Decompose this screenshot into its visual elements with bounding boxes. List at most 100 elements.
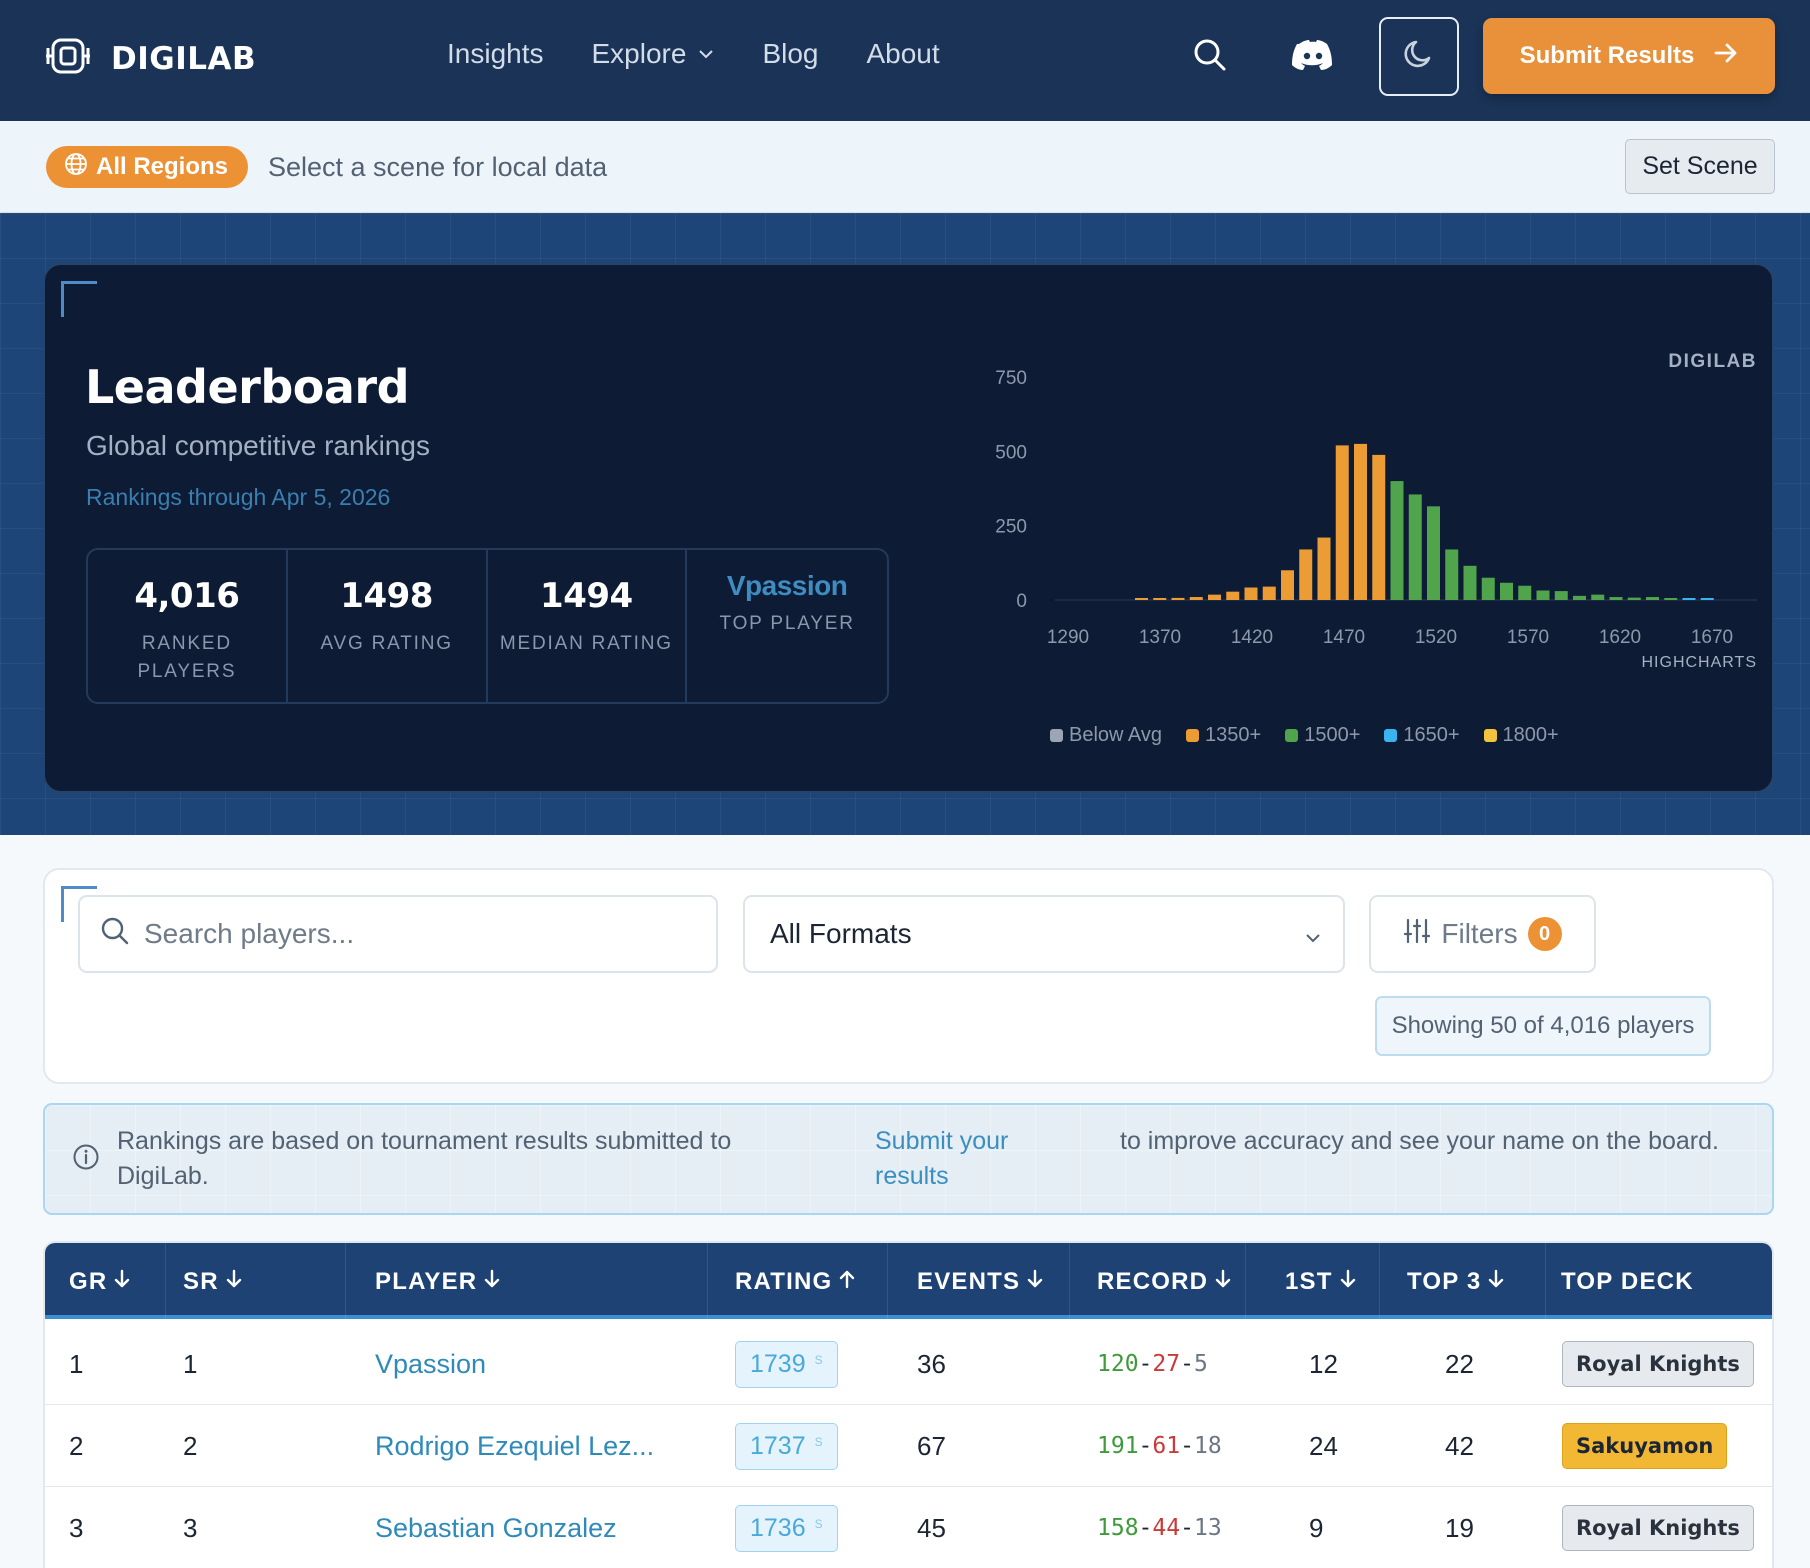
legend-item[interactable]: 1350+ bbox=[1186, 724, 1261, 747]
legend-item[interactable]: 1800+ bbox=[1483, 724, 1559, 747]
rating-suffix: S bbox=[814, 1517, 823, 1531]
arrow-down-icon bbox=[1340, 1268, 1356, 1296]
format-select[interactable]: All Formats bbox=[743, 895, 1345, 973]
legend-item[interactable]: Below Avg bbox=[1050, 724, 1162, 747]
top-player-link[interactable]: Vpassion bbox=[726, 570, 848, 601]
theme-toggle-button[interactable] bbox=[1379, 17, 1459, 96]
discord-icon[interactable] bbox=[1292, 38, 1334, 77]
submit-results-button[interactable]: Submit Results bbox=[1483, 18, 1775, 94]
deck-badge[interactable]: Sakuyamon bbox=[1562, 1423, 1728, 1469]
table-row[interactable]: 1 1 Vpassion 1739 S 36 120-27-5 12 22 Roy… bbox=[45, 1323, 1772, 1405]
histogram-bar[interactable] bbox=[1171, 597, 1185, 600]
histogram-bar[interactable] bbox=[1445, 549, 1459, 600]
logo[interactable]: DIGILAB bbox=[44, 34, 256, 83]
stat-value: 1498 bbox=[340, 576, 433, 616]
nav-about[interactable]: About bbox=[866, 38, 940, 69]
histogram-bar[interactable] bbox=[1317, 537, 1331, 600]
header-top3[interactable]: TOP 3 bbox=[1407, 1268, 1504, 1296]
header-record[interactable]: RECORD bbox=[1097, 1268, 1231, 1296]
header-sr[interactable]: SR bbox=[183, 1268, 242, 1296]
nav-insights[interactable]: Insights bbox=[447, 38, 544, 69]
player-search-input[interactable]: Search players... bbox=[78, 895, 718, 973]
table-row[interactable]: 3 3 Sebastian Gonzalez 1736 S 45 158-44-1… bbox=[45, 1487, 1772, 1568]
chart-credit[interactable]: HIGHCHARTS bbox=[1642, 654, 1758, 671]
deck-badge[interactable]: Royal Knights bbox=[1562, 1341, 1754, 1387]
histogram-bar[interactable] bbox=[1627, 597, 1641, 600]
record-losses: 61 bbox=[1152, 1433, 1181, 1459]
histogram-bar[interactable] bbox=[1646, 597, 1659, 600]
histogram-bar[interactable] bbox=[1664, 598, 1678, 600]
histogram-bar[interactable] bbox=[1390, 481, 1404, 600]
chart-brand-label: DIGILAB bbox=[1668, 351, 1757, 372]
filters-button[interactable]: Filters 0 bbox=[1369, 895, 1596, 973]
search-icon[interactable] bbox=[1193, 38, 1227, 77]
histogram-bar[interactable] bbox=[1500, 582, 1513, 600]
submit-results-link[interactable]: Submit your results bbox=[875, 1127, 1009, 1190]
cell-record: 158-44-13 bbox=[1097, 1515, 1222, 1541]
chevron-down-icon bbox=[1305, 918, 1321, 950]
cell-gr: 1 bbox=[69, 1348, 84, 1379]
region-label: All Regions bbox=[96, 153, 229, 180]
player-name-link[interactable]: Rodrigo Ezequiel Lez... bbox=[375, 1430, 655, 1461]
column-divider bbox=[1069, 1243, 1070, 1319]
histogram-bar[interactable] bbox=[1372, 454, 1386, 600]
chevron-down-icon bbox=[698, 49, 714, 59]
histogram-bar[interactable] bbox=[1299, 549, 1313, 600]
histogram-bar[interactable] bbox=[1153, 598, 1167, 600]
legend-item[interactable]: 1500+ bbox=[1285, 724, 1360, 747]
set-scene-button[interactable]: Set Scene bbox=[1625, 139, 1775, 194]
legend-item[interactable]: 1650+ bbox=[1384, 724, 1460, 747]
column-divider bbox=[1379, 1243, 1380, 1319]
player-name-link[interactable]: Sebastian Gonzalez bbox=[375, 1512, 617, 1543]
histogram-bar[interactable] bbox=[1591, 594, 1605, 600]
deck-badge[interactable]: Royal Knights bbox=[1562, 1505, 1754, 1551]
histogram-bar[interactable] bbox=[1335, 445, 1349, 600]
histogram-bar[interactable] bbox=[1427, 506, 1440, 600]
histogram-bar[interactable] bbox=[1682, 598, 1696, 600]
rating-value: 1739 bbox=[750, 1349, 806, 1378]
header-events[interactable]: EVENTS bbox=[917, 1268, 1043, 1296]
histogram-bar[interactable] bbox=[1281, 570, 1294, 600]
legend-label: Below Avg bbox=[1069, 724, 1163, 746]
histogram-bar[interactable] bbox=[1609, 597, 1623, 600]
nav-explore[interactable]: Explore bbox=[592, 38, 715, 70]
histogram-bar[interactable] bbox=[1208, 594, 1221, 600]
digilab-logo-icon bbox=[44, 34, 92, 83]
histogram-bar[interactable] bbox=[1244, 587, 1258, 600]
histogram-bar[interactable] bbox=[1481, 577, 1495, 600]
histogram-bar[interactable] bbox=[1226, 591, 1240, 600]
legend-swatch bbox=[1384, 729, 1398, 742]
histogram-bar[interactable] bbox=[1554, 591, 1568, 600]
header-first[interactable]: 1ST bbox=[1285, 1268, 1356, 1296]
histogram-bar[interactable] bbox=[1573, 595, 1586, 600]
header-gr[interactable]: GR bbox=[69, 1268, 130, 1296]
player-name-link[interactable]: Vpassion bbox=[375, 1348, 487, 1379]
rating-suffix: S bbox=[814, 1435, 823, 1449]
nav-blog[interactable]: Blog bbox=[762, 38, 819, 69]
top-nav: DIGILAB Insights Explore Blog About Subm… bbox=[0, 0, 1810, 121]
histogram-bar[interactable] bbox=[1408, 494, 1422, 600]
record-draws: 18 bbox=[1193, 1433, 1222, 1459]
record-losses: 27 bbox=[1152, 1351, 1181, 1377]
header-player[interactable]: PLAYER bbox=[375, 1268, 500, 1296]
cell-record: 120-27-5 bbox=[1097, 1351, 1208, 1377]
histogram-bar[interactable] bbox=[1463, 565, 1477, 600]
x-tick-label: 1470 bbox=[1323, 627, 1365, 648]
histogram-bar[interactable] bbox=[1354, 443, 1367, 600]
submit-results-label: Submit Results bbox=[1519, 42, 1695, 69]
table-row[interactable]: 2 2 Rodrigo Ezequiel Lez... 1737 S 67 191… bbox=[45, 1405, 1772, 1487]
histogram-bar[interactable] bbox=[1262, 586, 1276, 600]
histogram-bar[interactable] bbox=[1189, 597, 1203, 600]
column-divider bbox=[345, 1243, 346, 1319]
legend-label: 1800+ bbox=[1502, 724, 1559, 746]
histogram-bar[interactable] bbox=[1700, 598, 1714, 600]
sliders-icon bbox=[1403, 917, 1431, 952]
all-regions-pill[interactable]: All Regions bbox=[46, 146, 249, 188]
header-label: RECORD bbox=[1097, 1268, 1209, 1295]
histogram-bar[interactable] bbox=[1135, 598, 1148, 600]
cell-first: 12 bbox=[1309, 1348, 1338, 1379]
header-rating[interactable]: RATING bbox=[735, 1268, 855, 1296]
stat-median-rating: 1494 MEDIAN RATING bbox=[488, 550, 688, 702]
histogram-bar[interactable] bbox=[1536, 590, 1550, 600]
histogram-bar[interactable] bbox=[1518, 585, 1532, 600]
